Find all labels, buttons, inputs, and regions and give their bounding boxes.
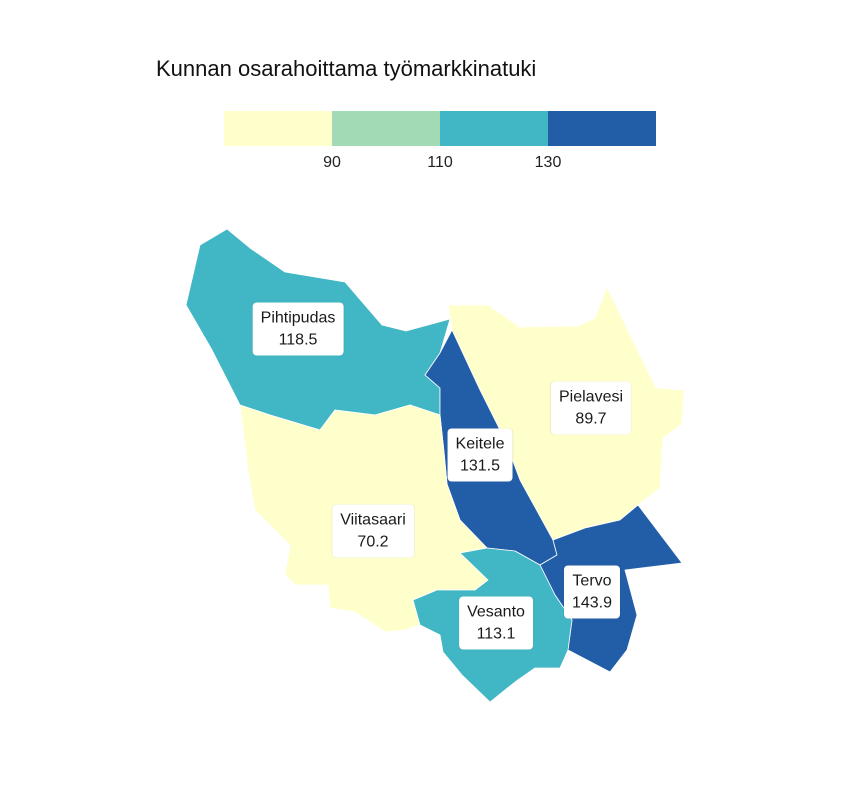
legend-tick-110: 110 [427, 154, 453, 171]
legend-swatch-3 [440, 111, 548, 146]
label-pihtipudas: Pihtipudas 118.5 [252, 302, 344, 356]
label-vesanto-value: 113.1 [476, 625, 516, 643]
label-pihtipudas-name: Pihtipudas [260, 309, 336, 327]
label-tervo-value: 143.9 [571, 594, 613, 612]
label-keitele-name: Keitele [455, 435, 505, 453]
label-pielavesi-value: 89.7 [575, 410, 607, 428]
label-pielavesi: Pielavesi 89.7 [550, 381, 632, 435]
label-tervo: Tervo 143.9 [563, 565, 621, 619]
label-viitasaari: Viitasaari 70.2 [332, 504, 414, 558]
label-keitele: Keitele 131.5 [447, 428, 513, 482]
label-pielavesi-name: Pielavesi [558, 388, 624, 406]
map-title: Kunnan osarahoittama työmarkkinatuki [156, 56, 537, 81]
legend-tick-90: 90 [323, 154, 341, 171]
legend-swatch-1 [224, 111, 332, 146]
legend-tick-130: 130 [534, 154, 562, 171]
label-viitasaari-value: 70.2 [357, 533, 389, 551]
label-vesanto: Vesanto 113.1 [459, 596, 533, 650]
legend-swatch-2 [332, 111, 440, 146]
label-pihtipudas-value: 118.5 [278, 331, 318, 349]
label-vesanto-name: Vesanto [467, 603, 525, 621]
label-keitele-value: 131.5 [459, 457, 501, 475]
label-tervo-name: Tervo [572, 572, 612, 590]
label-viitasaari-name: Viitasaari [340, 511, 406, 529]
legend-colorbar [224, 111, 656, 146]
legend-swatch-4 [548, 111, 656, 146]
